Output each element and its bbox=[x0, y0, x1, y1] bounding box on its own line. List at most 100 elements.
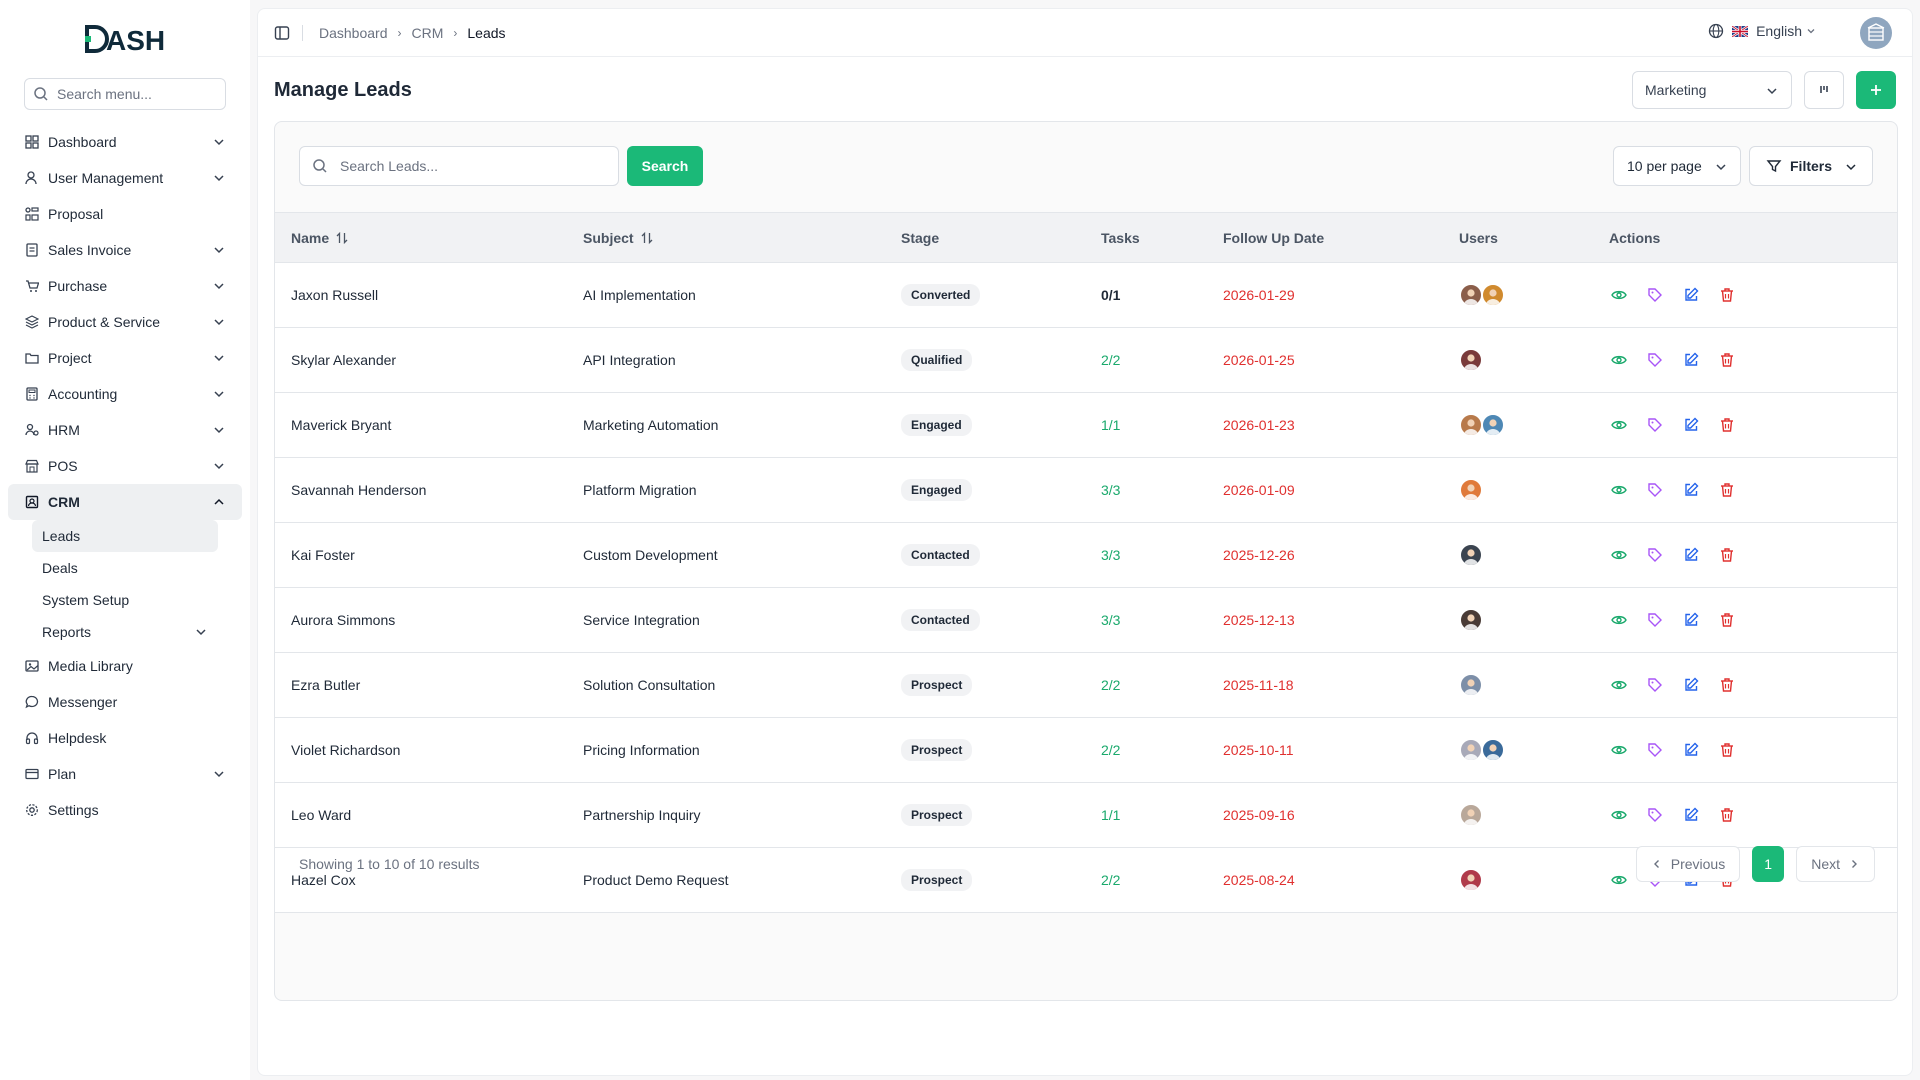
view-icon[interactable] bbox=[1609, 415, 1629, 435]
page-number-button[interactable]: 1 bbox=[1752, 846, 1785, 882]
table-row[interactable]: Aurora Simmons Service Integration Contact… bbox=[275, 588, 1897, 653]
user-avatar[interactable] bbox=[1481, 283, 1505, 307]
lead-name[interactable]: Jaxon Russell bbox=[291, 287, 379, 303]
sidebar-item-user-management[interactable]: User Management bbox=[8, 160, 242, 196]
table-row[interactable]: Maverick Bryant Marketing Automation Engag… bbox=[275, 393, 1897, 458]
lead-name[interactable]: Violet Richardson bbox=[291, 742, 401, 758]
view-icon[interactable] bbox=[1609, 870, 1629, 890]
view-icon[interactable] bbox=[1609, 350, 1629, 370]
sidebar-subitem-reports[interactable]: Reports bbox=[32, 616, 218, 648]
sidebar-item-helpdesk[interactable]: Helpdesk bbox=[8, 720, 242, 756]
lead-name[interactable]: Leo Ward bbox=[291, 807, 352, 823]
column-header-subject[interactable]: Subject bbox=[567, 213, 885, 263]
view-icon[interactable] bbox=[1609, 545, 1629, 565]
delete-icon[interactable] bbox=[1717, 545, 1737, 565]
edit-icon[interactable] bbox=[1681, 675, 1701, 695]
view-icon[interactable] bbox=[1609, 285, 1629, 305]
edit-icon[interactable] bbox=[1681, 350, 1701, 370]
sidebar-item-pos[interactable]: POS bbox=[8, 448, 242, 484]
edit-icon[interactable] bbox=[1681, 610, 1701, 630]
sidebar-item-plan[interactable]: Plan bbox=[8, 756, 242, 792]
edit-icon[interactable] bbox=[1681, 545, 1701, 565]
user-avatar[interactable] bbox=[1481, 413, 1505, 437]
table-row[interactable]: Jaxon Russell AI Implementation Converted 0… bbox=[275, 263, 1897, 328]
search-button[interactable]: Search bbox=[627, 146, 703, 186]
view-icon[interactable] bbox=[1609, 740, 1629, 760]
sidebar-item-accounting[interactable]: Accounting bbox=[8, 376, 242, 412]
tag-icon[interactable] bbox=[1645, 350, 1665, 370]
table-row[interactable]: Skylar Alexander API Integration Qualified… bbox=[275, 328, 1897, 393]
tag-icon[interactable] bbox=[1645, 740, 1665, 760]
lead-name[interactable]: Savannah Henderson bbox=[291, 482, 427, 498]
delete-icon[interactable] bbox=[1717, 350, 1737, 370]
sidebar-search-input[interactable]: Search menu... bbox=[24, 78, 226, 110]
user-avatar[interactable] bbox=[1459, 348, 1483, 372]
edit-icon[interactable] bbox=[1681, 805, 1701, 825]
per-page-select[interactable]: 10 per page bbox=[1613, 146, 1741, 186]
tag-icon[interactable] bbox=[1645, 545, 1665, 565]
user-avatar[interactable] bbox=[1459, 608, 1483, 632]
sidebar-subitem-leads[interactable]: Leads bbox=[32, 520, 218, 552]
table-row[interactable]: Hazel Cox Product Demo Request Prospect 2/2… bbox=[275, 848, 1897, 913]
lead-name[interactable]: Maverick Bryant bbox=[291, 417, 392, 433]
logo[interactable]: ASH bbox=[0, 0, 250, 78]
sidebar-item-project[interactable]: Project bbox=[8, 340, 242, 376]
delete-icon[interactable] bbox=[1717, 740, 1737, 760]
table-row[interactable]: Leo Ward Partnership Inquiry Prospect 1/1 20… bbox=[275, 783, 1897, 848]
sidebar-item-crm[interactable]: CRM bbox=[8, 484, 242, 520]
edit-icon[interactable] bbox=[1681, 415, 1701, 435]
user-avatar[interactable] bbox=[1459, 543, 1483, 567]
user-avatar[interactable] bbox=[1459, 478, 1483, 502]
table-row[interactable]: Kai Foster Custom Development Contacted 3/3… bbox=[275, 523, 1897, 588]
tag-icon[interactable] bbox=[1645, 480, 1665, 500]
previous-page-button[interactable]: Previous bbox=[1635, 846, 1741, 882]
filters-button[interactable]: Filters bbox=[1749, 146, 1873, 186]
sidebar-item-hrm[interactable]: HRM bbox=[8, 412, 242, 448]
breadcrumb-dashboard[interactable]: Dashboard bbox=[319, 24, 388, 41]
lead-name[interactable]: Skylar Alexander bbox=[291, 352, 397, 368]
edit-icon[interactable] bbox=[1681, 285, 1701, 305]
sidebar-item-dashboard[interactable]: Dashboard bbox=[8, 124, 242, 160]
sidebar-item-proposal[interactable]: Proposal bbox=[8, 196, 242, 232]
add-lead-button[interactable] bbox=[1856, 71, 1896, 109]
table-row[interactable]: Violet Richardson Pricing Information Pros… bbox=[275, 718, 1897, 783]
sidebar-item-media-library[interactable]: Media Library bbox=[8, 648, 242, 684]
next-page-button[interactable]: Next bbox=[1796, 846, 1875, 882]
tag-icon[interactable] bbox=[1645, 285, 1665, 305]
sidebar-subitem-system-setup[interactable]: System Setup bbox=[32, 584, 218, 616]
delete-icon[interactable] bbox=[1717, 480, 1737, 500]
delete-icon[interactable] bbox=[1717, 415, 1737, 435]
kanban-view-button[interactable] bbox=[1804, 71, 1844, 109]
table-row[interactable]: Ezra Butler Solution Consultation Prospect… bbox=[275, 653, 1897, 718]
sidebar-subitem-deals[interactable]: Deals bbox=[32, 552, 218, 584]
lead-name[interactable]: Hazel Cox bbox=[291, 872, 356, 888]
view-icon[interactable] bbox=[1609, 480, 1629, 500]
delete-icon[interactable] bbox=[1717, 285, 1737, 305]
lead-name[interactable]: Kai Foster bbox=[291, 547, 355, 563]
user-avatar[interactable] bbox=[1481, 738, 1505, 762]
leads-search-input[interactable]: Search Leads... bbox=[299, 146, 619, 186]
sidebar-item-product-service[interactable]: Product & Service bbox=[8, 304, 242, 340]
edit-icon[interactable] bbox=[1681, 480, 1701, 500]
view-icon[interactable] bbox=[1609, 610, 1629, 630]
tag-icon[interactable] bbox=[1645, 415, 1665, 435]
view-icon[interactable] bbox=[1609, 675, 1629, 695]
table-row[interactable]: Savannah Henderson Platform Migration Enga… bbox=[275, 458, 1897, 523]
sidebar-item-sales-invoice[interactable]: Sales Invoice bbox=[8, 232, 242, 268]
sidebar-toggle-icon[interactable] bbox=[274, 25, 290, 41]
user-avatar[interactable] bbox=[1459, 673, 1483, 697]
language-selector[interactable]: English bbox=[1708, 23, 1816, 39]
user-avatar[interactable] bbox=[1459, 413, 1483, 437]
view-icon[interactable] bbox=[1609, 805, 1629, 825]
delete-icon[interactable] bbox=[1717, 805, 1737, 825]
breadcrumb-crm[interactable]: CRM bbox=[411, 24, 444, 41]
sidebar-item-purchase[interactable]: Purchase bbox=[8, 268, 242, 304]
lead-name[interactable]: Aurora Simmons bbox=[291, 612, 396, 628]
edit-icon[interactable] bbox=[1681, 740, 1701, 760]
user-avatar[interactable] bbox=[1459, 283, 1483, 307]
user-avatar[interactable] bbox=[1860, 17, 1892, 49]
user-avatar[interactable] bbox=[1459, 738, 1483, 762]
tag-icon[interactable] bbox=[1645, 675, 1665, 695]
delete-icon[interactable] bbox=[1717, 675, 1737, 695]
delete-icon[interactable] bbox=[1717, 610, 1737, 630]
